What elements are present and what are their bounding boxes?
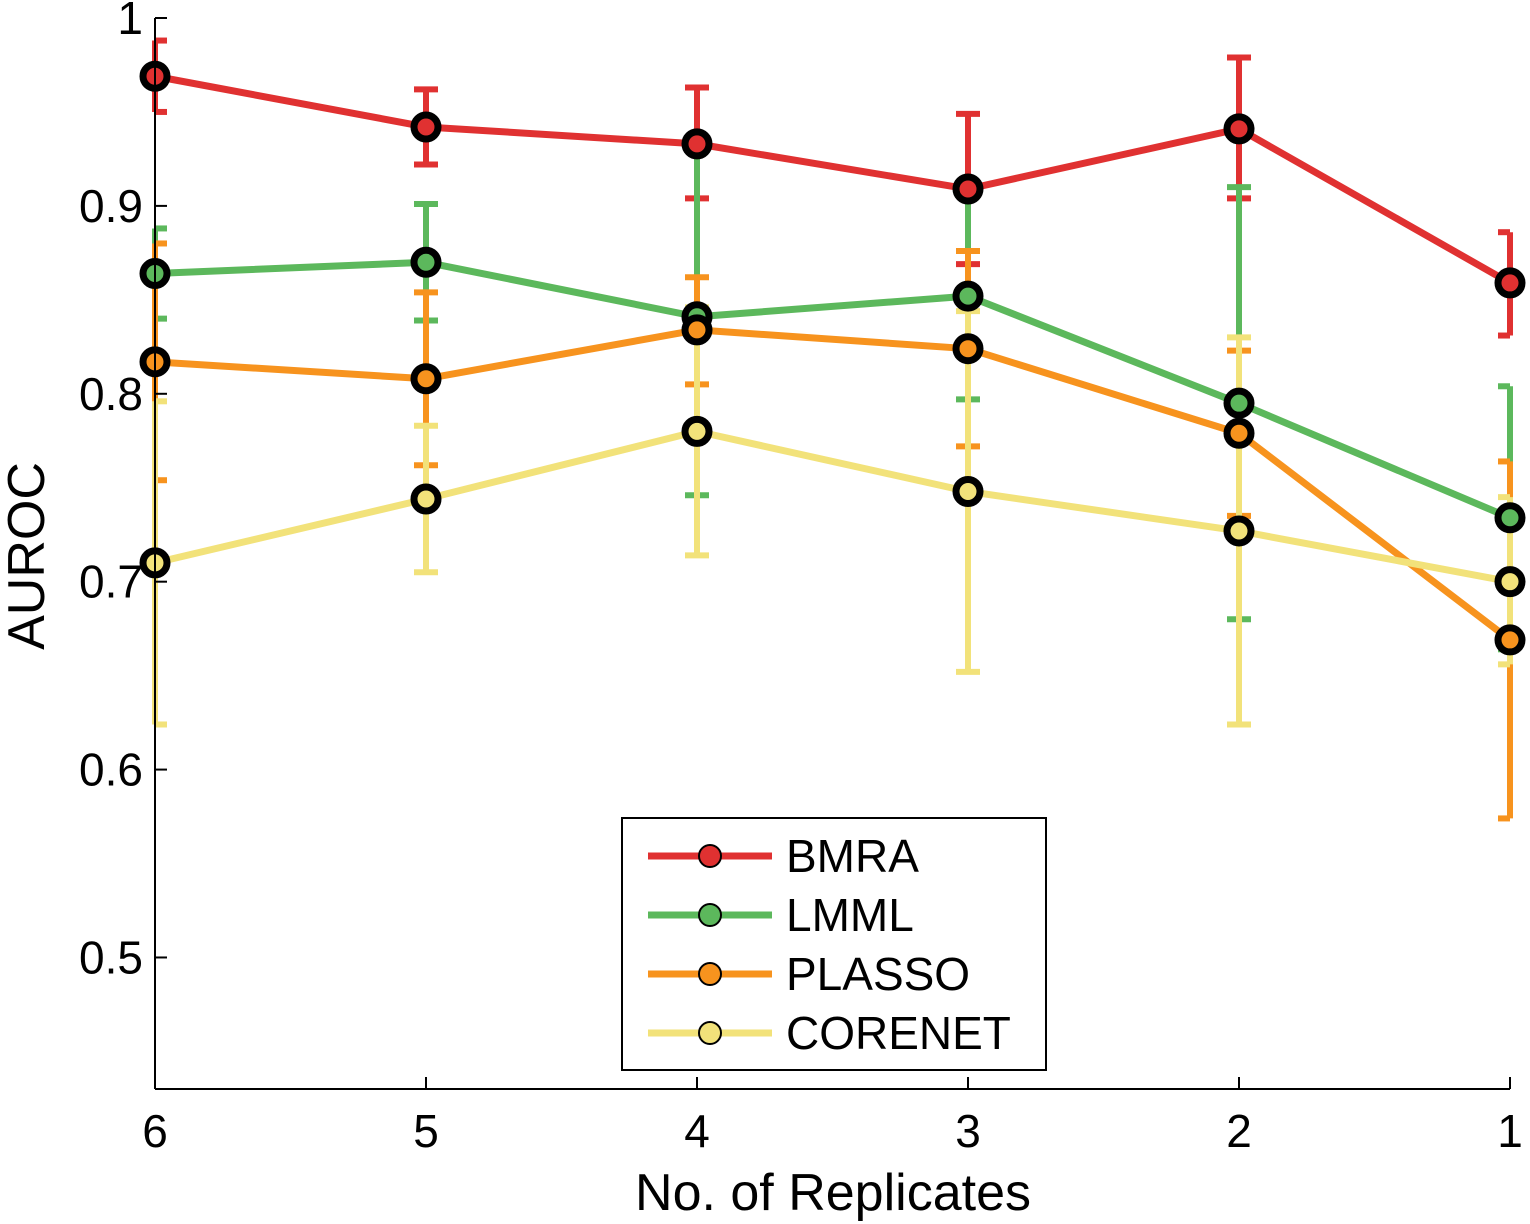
data-point-plasso-1 [1494, 624, 1526, 656]
y-axis-label: AUROC [0, 462, 56, 650]
x-tick-label: 2 [1226, 1105, 1252, 1157]
legend-entry-corenet: CORENET [648, 1007, 1011, 1059]
legend-label-plasso: PLASSO [786, 948, 970, 1000]
data-point-lmml-2 [1223, 387, 1255, 419]
data-point-plasso-5 [410, 363, 442, 395]
legend-entry-plasso: PLASSO [648, 948, 970, 1000]
series-line-plasso [154, 326, 1513, 643]
data-point-lmml-1 [1494, 502, 1526, 534]
data-point-bmra-4 [681, 128, 713, 160]
data-point-corenet-3 [952, 475, 984, 507]
series-lines [154, 72, 1513, 643]
x-tick-label: 6 [142, 1105, 168, 1157]
series-markers [139, 60, 1526, 656]
y-tick-label: 0.9 [79, 180, 143, 232]
data-point-bmra-2 [1223, 113, 1255, 145]
series-line-lmml [154, 258, 1512, 522]
series-line-corenet [154, 427, 1511, 586]
y-tick-label: 1 [117, 0, 143, 44]
x-tick-label: 5 [413, 1105, 439, 1157]
data-point-bmra-1 [1494, 267, 1526, 299]
legend-marker-bmra [698, 844, 722, 868]
legend-marker-plasso [698, 962, 722, 986]
y-tick-label: 0.8 [79, 368, 143, 420]
data-point-plasso-3 [952, 333, 984, 365]
data-point-plasso-4 [681, 314, 713, 346]
y-tick-label: 0.6 [79, 744, 143, 796]
legend-marker-corenet [698, 1021, 722, 1045]
axes: 0.5 0.6 0.7 0.8 0.9 1 6 5 4 3 2 1 [79, 0, 1523, 1157]
legend-label-corenet: CORENET [786, 1007, 1011, 1059]
data-point-plasso-2 [1223, 417, 1255, 449]
data-point-lmml-5 [410, 246, 442, 278]
x-tick-label: 4 [684, 1105, 710, 1157]
y-tick-label: 0.5 [79, 931, 143, 983]
data-point-corenet-1 [1494, 566, 1526, 598]
legend-entry-lmml: LMML [648, 889, 914, 941]
legend-box [621, 817, 1047, 1071]
legend: BMRA LMML PLASSO CORENET [621, 817, 1047, 1071]
data-point-lmml-3 [952, 280, 984, 312]
legend-label-lmml: LMML [786, 889, 914, 941]
series-line-bmra [154, 72, 1512, 286]
x-tick-label: 3 [955, 1105, 981, 1157]
x-tick-label: 1 [1497, 1105, 1523, 1157]
legend-entry-bmra: BMRA [648, 830, 919, 882]
data-point-corenet-5 [410, 483, 442, 515]
y-tick-label: 0.7 [79, 556, 143, 608]
data-point-corenet-2 [1223, 515, 1255, 547]
x-axis-label: No. of Replicates [635, 1164, 1031, 1222]
legend-label-bmra: BMRA [786, 830, 919, 882]
data-point-bmra-3 [952, 173, 984, 205]
data-point-bmra-5 [410, 111, 442, 143]
legend-marker-lmml [698, 903, 722, 927]
data-point-corenet-4 [681, 415, 713, 447]
